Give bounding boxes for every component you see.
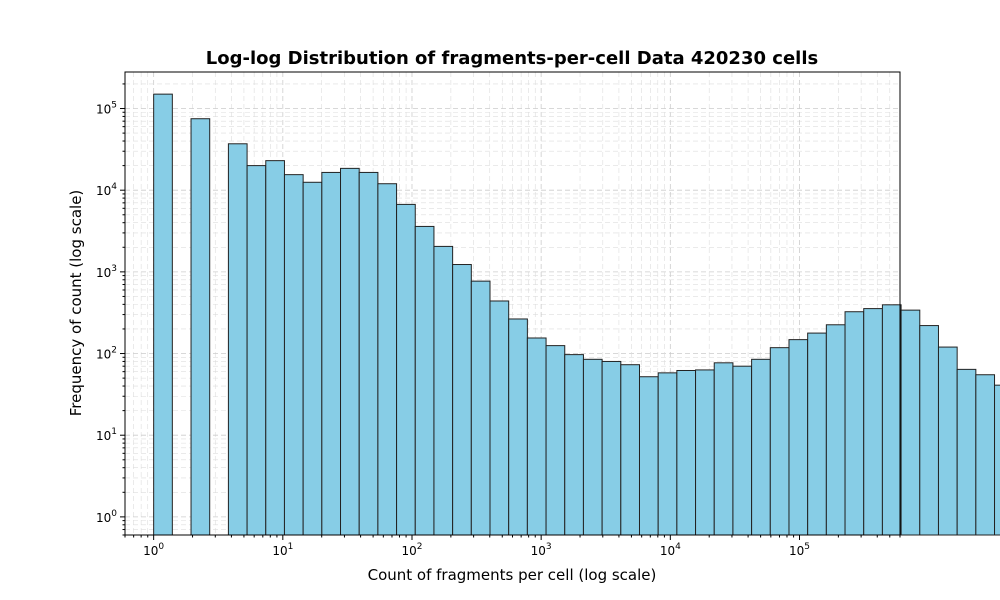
histogram-bar bbox=[657, 372, 678, 536]
histogram-bar bbox=[994, 384, 1000, 536]
y-axis-ticks: 100 101 102 103 104 105 bbox=[96, 83, 125, 536]
histogram-bar bbox=[751, 358, 771, 536]
histogram-bar bbox=[601, 360, 622, 536]
histogram-bar bbox=[900, 309, 921, 536]
histogram-bar bbox=[582, 358, 603, 536]
histogram-bar bbox=[676, 369, 697, 536]
histogram-bar bbox=[956, 368, 977, 536]
histogram-bar bbox=[340, 167, 360, 536]
x-axis-ticks: 100 101 102 103 104 105 bbox=[124, 535, 901, 558]
histogram-bar bbox=[153, 93, 173, 536]
x-axis-label: Count of fragments per cell (log scale) bbox=[368, 566, 657, 584]
x-tick-label: 102 bbox=[401, 542, 422, 558]
histogram-bar bbox=[396, 203, 416, 536]
histogram-bar bbox=[489, 300, 510, 536]
histogram-bar bbox=[769, 347, 790, 536]
chart-title: Log-log Distribution of fragments-per-ce… bbox=[206, 48, 818, 69]
histogram-bars bbox=[153, 93, 1000, 536]
histogram-bar bbox=[545, 345, 566, 536]
histogram-bar bbox=[377, 183, 398, 536]
histogram-bar bbox=[844, 311, 865, 536]
histogram-bar bbox=[227, 143, 248, 536]
histogram-bar bbox=[807, 332, 827, 536]
histogram-bar bbox=[452, 264, 472, 536]
histogram-bar bbox=[863, 308, 883, 536]
histogram-bar bbox=[713, 362, 734, 536]
histogram-bar bbox=[508, 318, 528, 536]
histogram-bar bbox=[695, 369, 715, 536]
y-tick-label: 102 bbox=[96, 346, 117, 362]
x-tick-label: 104 bbox=[660, 542, 681, 558]
histogram-bar bbox=[246, 165, 267, 536]
x-tick-label: 100 bbox=[143, 542, 164, 558]
histogram-bar bbox=[620, 364, 640, 536]
y-tick-label: 105 bbox=[96, 101, 117, 117]
x-tick-label: 101 bbox=[272, 542, 293, 558]
y-tick-label: 104 bbox=[96, 182, 117, 198]
histogram-bar bbox=[975, 374, 996, 536]
y-axis-label: Frequency of count (log scale) bbox=[67, 190, 85, 417]
histogram-bar bbox=[190, 118, 211, 536]
x-tick-label: 105 bbox=[789, 542, 810, 558]
histogram-bar bbox=[283, 174, 304, 536]
y-tick-label: 103 bbox=[96, 264, 117, 280]
histogram-bar bbox=[526, 337, 547, 536]
histogram-bar bbox=[433, 245, 454, 536]
histogram-bar bbox=[788, 339, 809, 536]
histogram-bar bbox=[321, 171, 342, 536]
y-tick-label: 101 bbox=[96, 427, 117, 443]
histogram-bar bbox=[265, 160, 285, 536]
histogram-bar bbox=[919, 325, 939, 536]
histogram-bar bbox=[881, 304, 902, 536]
histogram-bar bbox=[825, 324, 846, 536]
x-tick-label: 103 bbox=[531, 542, 552, 558]
histogram-bar bbox=[470, 280, 491, 536]
histogram-bar bbox=[358, 171, 379, 536]
histogram-bar bbox=[414, 225, 435, 536]
histogram-bar bbox=[937, 346, 958, 536]
histogram-bar bbox=[302, 181, 323, 536]
histogram-bar bbox=[638, 376, 659, 536]
y-tick-label: 100 bbox=[96, 509, 117, 525]
histogram-bar bbox=[564, 354, 584, 536]
histogram-bar bbox=[732, 365, 753, 536]
